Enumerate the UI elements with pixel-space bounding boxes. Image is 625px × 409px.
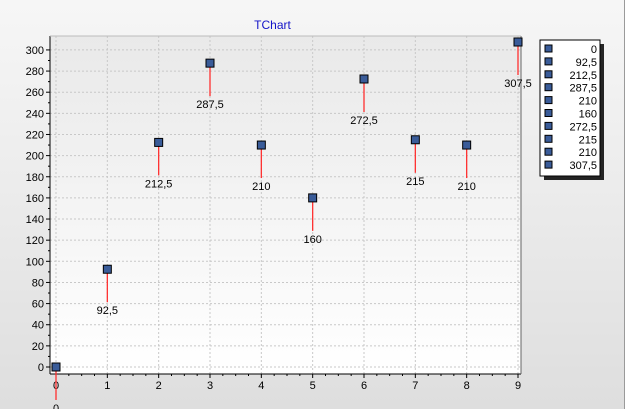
data-label: 160 <box>303 234 321 246</box>
legend-marker <box>544 57 553 66</box>
legend-marker <box>544 83 553 92</box>
data-label: 272,5 <box>350 115 378 127</box>
y-tick-label: 240 <box>26 108 44 120</box>
y-tick-label: 120 <box>26 235 44 247</box>
y-tick-label: 60 <box>32 299 44 311</box>
y-tick-label: 180 <box>26 172 44 184</box>
legend-marker <box>544 160 553 169</box>
data-point <box>154 137 164 147</box>
data-label: 0 <box>53 403 59 409</box>
y-tick-label: 0 <box>38 362 44 374</box>
data-point <box>359 74 369 84</box>
y-tick-label: 160 <box>26 193 44 205</box>
data-point <box>462 140 472 150</box>
data-label: 215 <box>406 176 424 188</box>
legend-entry: 287,5 <box>569 83 597 95</box>
data-point <box>205 58 215 68</box>
x-tick-label: 2 <box>156 380 162 392</box>
chart-title: TChart <box>254 18 291 32</box>
data-point <box>410 135 420 145</box>
legend-entry: 272,5 <box>569 121 597 133</box>
data-label: 287,5 <box>196 99 224 111</box>
legend-entry: 160 <box>579 109 597 121</box>
x-tick-label: 1 <box>104 380 110 392</box>
y-tick-label: 40 <box>32 320 44 332</box>
legend-marker <box>544 96 553 105</box>
y-tick-label: 80 <box>32 277 44 289</box>
y-tick-label: 220 <box>26 129 44 141</box>
legend-marker <box>544 70 553 79</box>
data-point <box>308 193 318 203</box>
y-tick-label: 280 <box>26 66 44 78</box>
plot-area <box>50 36 521 374</box>
data-point <box>102 264 112 274</box>
y-tick-label: 260 <box>26 87 44 99</box>
y-tick-label: 140 <box>26 214 44 226</box>
x-tick-label: 7 <box>412 380 418 392</box>
legend-marker <box>544 121 553 130</box>
y-tick-label: 300 <box>26 45 44 57</box>
legend-marker <box>544 147 553 156</box>
data-point <box>513 37 523 47</box>
y-tick-label: 200 <box>26 151 44 163</box>
y-tick-label: 20 <box>32 341 44 353</box>
legend-entry: 0 <box>591 44 597 56</box>
x-tick-label: 6 <box>361 380 367 392</box>
data-label: 210 <box>252 181 270 193</box>
x-tick-label: 9 <box>515 380 521 392</box>
legend-marker <box>544 44 553 53</box>
data-point <box>256 140 266 150</box>
x-tick-label: 3 <box>207 380 213 392</box>
x-tick-label: 5 <box>310 380 316 392</box>
data-label: 307,5 <box>504 78 532 90</box>
x-tick-label: 4 <box>258 380 264 392</box>
data-label: 212,5 <box>145 178 173 190</box>
legend-entry: 215 <box>579 134 597 146</box>
legend-entry: 210 <box>579 96 597 108</box>
data-point <box>51 362 61 372</box>
legend-marker <box>544 109 553 117</box>
x-tick-label: 8 <box>464 380 470 392</box>
legend-entry: 212,5 <box>569 70 597 82</box>
data-label: 92,5 <box>97 305 118 317</box>
legend-entry: 92,5 <box>576 57 597 69</box>
legend-entry: 210 <box>579 147 597 159</box>
data-label: 210 <box>457 181 475 193</box>
legend-entry: 307,5 <box>569 160 597 172</box>
legend-marker <box>544 134 553 143</box>
y-tick-label: 100 <box>26 256 44 268</box>
